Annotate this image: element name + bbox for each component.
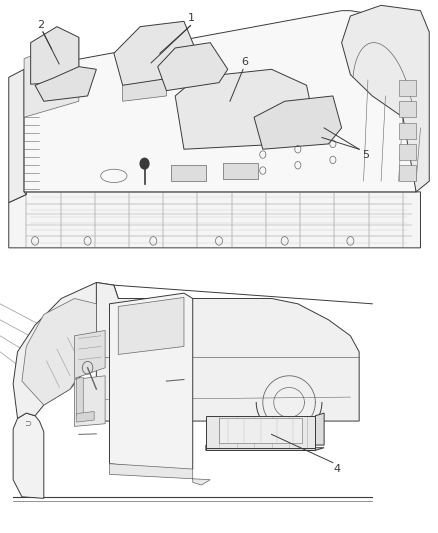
Polygon shape [158,43,228,91]
Polygon shape [24,11,416,192]
Polygon shape [123,37,166,101]
Polygon shape [206,413,324,450]
Polygon shape [9,192,420,248]
Polygon shape [24,37,79,117]
Polygon shape [254,96,342,149]
Text: 1: 1 [188,13,195,23]
Polygon shape [77,411,94,422]
Polygon shape [96,282,359,421]
Text: 5: 5 [362,150,369,160]
Polygon shape [9,69,26,203]
Polygon shape [13,413,44,498]
Polygon shape [22,298,96,405]
Circle shape [140,158,149,169]
Polygon shape [206,445,315,450]
Polygon shape [110,293,193,472]
Text: ⊃: ⊃ [24,419,31,429]
FancyBboxPatch shape [399,80,416,96]
Text: 4: 4 [334,464,341,474]
Polygon shape [77,377,83,416]
Polygon shape [74,376,105,426]
Polygon shape [219,418,302,443]
FancyBboxPatch shape [399,101,416,117]
Polygon shape [118,297,184,354]
Polygon shape [175,69,315,149]
Polygon shape [110,464,210,485]
FancyBboxPatch shape [399,144,416,160]
Polygon shape [206,416,315,448]
Polygon shape [74,330,105,378]
Polygon shape [35,67,96,101]
Polygon shape [114,21,197,85]
Polygon shape [13,282,118,418]
FancyBboxPatch shape [399,165,416,181]
Text: 2: 2 [37,20,44,30]
FancyBboxPatch shape [171,165,206,181]
Text: 6: 6 [241,57,248,67]
FancyBboxPatch shape [399,123,416,139]
FancyBboxPatch shape [223,163,258,179]
Polygon shape [342,5,429,192]
Polygon shape [31,27,79,84]
